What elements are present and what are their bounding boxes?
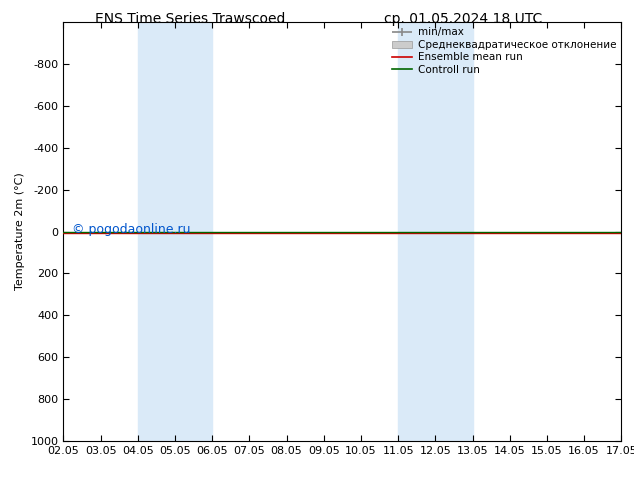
Y-axis label: Temperature 2m (°C): Temperature 2m (°C) (15, 172, 25, 291)
Legend: min/max, Среднеквадратическое отклонение, Ensemble mean run, Controll run: min/max, Среднеквадратическое отклонение… (389, 25, 618, 77)
Text: ENS Time Series Trawscoed: ENS Time Series Trawscoed (95, 12, 285, 26)
Text: ср. 01.05.2024 18 UTC: ср. 01.05.2024 18 UTC (384, 12, 542, 26)
Bar (138, 22, 212, 441)
Text: © pogodaonline.ru: © pogodaonline.ru (72, 223, 190, 236)
Bar (398, 22, 472, 441)
